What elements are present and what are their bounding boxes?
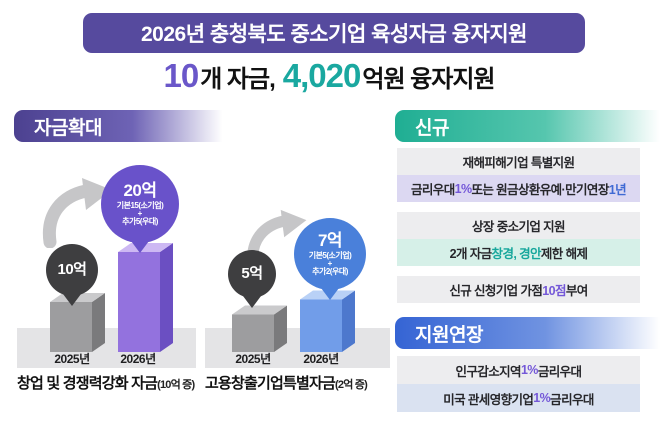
info-row-us-tariff-affected: 미국 관세영향기업 1% 금리우대: [397, 384, 640, 412]
value-breakdown-extra: 추가5(우대): [122, 217, 158, 227]
bar-chart-2: [205, 290, 390, 368]
fund-count: 10: [163, 57, 199, 94]
section-title-expansion: 자금확대: [14, 110, 229, 142]
value-bubble-2025: 10억: [46, 244, 98, 296]
plus-sign: +: [137, 209, 143, 219]
value-breakdown-base: 기본5(소기업): [308, 250, 352, 260]
x-label-2026: 2026년: [120, 352, 156, 366]
row-highlight-blue: 1년: [608, 183, 627, 197]
chart-startup-competitiveness-fund: 10억 20억 기본15(소기업) + 추가5(우대) 2025년 2026년 …: [14, 150, 204, 400]
value-bubble-2026: 7억 기본5(소기업) + 추가2(우대): [294, 218, 366, 290]
total-amount-unit: 억원 융자지원: [362, 66, 495, 93]
row-text: 제한 해제: [540, 247, 588, 261]
row-highlight-purple: 1%: [533, 391, 551, 405]
row-text: 금리우대: [411, 183, 455, 197]
row-text: 신규 신청기업 가점: [449, 284, 543, 298]
increase-arrow-icon: [42, 178, 112, 248]
value-breakdown-extra: 추가2(우대): [312, 267, 348, 277]
info-row-rate-benefit: 금리우대 1% 또는 원금상환유예·만기연장 1년: [397, 175, 640, 202]
chart-job-creation-fund: 5억 7억 기본5(소기업) + 추가2(우대) 2025년 2026년 고용창…: [205, 150, 395, 400]
row-highlight-purple: 10점: [542, 284, 566, 298]
chart-caption: 고용창출기업특별자금(2억 증): [205, 372, 368, 393]
section-title-new: 신규: [395, 110, 660, 142]
row-text: 미국 관세영향기업: [443, 392, 534, 407]
value-2025: 5억: [241, 265, 263, 283]
value-bubble-2026: 20억 기본15(소기업) + 추가5(우대): [101, 165, 179, 243]
row-text: 인구감소지역: [455, 364, 522, 379]
chart-title: 고용창출기업특별자금: [205, 375, 336, 392]
info-row-population-decline-area: 인구감소지역 1% 금리우대: [397, 356, 640, 384]
total-amount: 4,020: [282, 57, 362, 94]
row-text: 또는 원금상환유예·만기연장: [471, 183, 609, 197]
chart-title-note: (2억 증): [335, 379, 368, 391]
row-highlight-purple: 1%: [454, 181, 472, 196]
page-title: 2026년 충청북도 중소기업 육성자금 융자지원: [83, 13, 585, 53]
info-row-listed-sme-support: 상장 중소기업 지원: [397, 212, 640, 239]
row-text: 금리우대: [550, 392, 594, 407]
x-label-2025: 2025년: [54, 352, 90, 366]
info-row-new-applicant-bonus: 신규 신청기업 가점 10점 부여: [397, 276, 640, 303]
value-bubble-2025: 5억: [228, 250, 276, 298]
x-label-2025: 2025년: [235, 352, 271, 366]
value-2025: 10억: [57, 261, 88, 279]
row-text: 부여: [565, 284, 588, 298]
row-text: 상장 중소기업 지원: [472, 220, 566, 234]
row-text: 2개 자금: [449, 247, 493, 261]
x-label-2026: 2026년: [303, 352, 339, 366]
plus-sign: +: [327, 259, 333, 269]
info-row-restriction-lift: 2개 자금 창경, 경안 제한 해제: [397, 239, 640, 266]
value-breakdown-base: 기본15(소기업): [116, 200, 164, 210]
section-title-extension: 지원연장: [395, 317, 660, 349]
row-text: 금리우대: [537, 364, 582, 379]
value-2026: 7억: [317, 231, 343, 251]
subtitle: 10 개 자금, 4,020 억원 융자지원: [75, 57, 585, 97]
row-highlight-purple: 1%: [520, 363, 538, 377]
chart-caption: 창업 및 경쟁력강화 자금(10억 증): [17, 372, 195, 393]
fund-count-unit: 개 자금,: [200, 66, 276, 93]
value-2026: 20억: [123, 181, 157, 201]
info-row-disaster-support: 재해피해기업 특별지원: [397, 148, 640, 175]
chart-title-note: (10억 증): [157, 379, 195, 391]
row-highlight-teal: 창경, 경안: [491, 247, 542, 261]
chart-title: 창업 및 경쟁력강화 자금: [17, 375, 158, 392]
row-text: 재해피해기업 특별지원: [462, 156, 575, 170]
